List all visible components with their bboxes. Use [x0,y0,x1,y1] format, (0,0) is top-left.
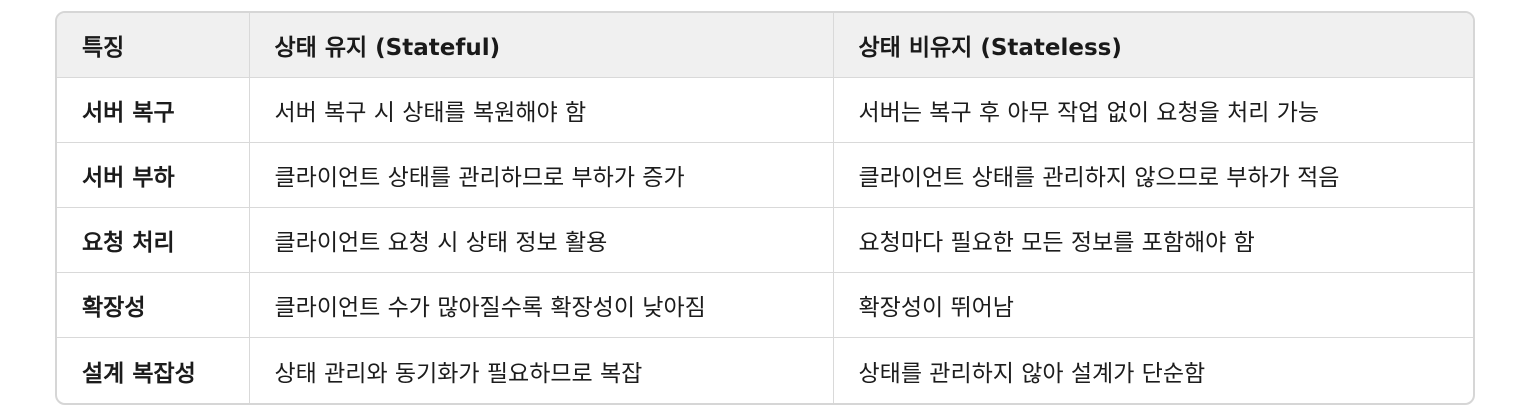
table-row: 서버 복구 서버 복구 시 상태를 복원해야 함 서버는 복구 후 아무 작업 … [57,77,1473,143]
row-feature-cell: 서버 복구 [57,77,250,143]
header-feature: 특징 [57,13,250,78]
row-stateful-cell: 상태 관리와 동기화가 필요하므로 복잡 [249,337,834,403]
header-stateless: 상태 비유지 (Stateless) [833,13,1473,78]
table-row: 확장성 클라이언트 수가 많아질수록 확장성이 낮아짐 확장성이 뛰어남 [57,272,1473,339]
row-feature-cell: 요청 처리 [57,207,250,274]
row-stateful-cell: 서버 복구 시 상태를 복원해야 함 [249,77,834,143]
row-stateless-cell: 확장성이 뛰어남 [833,272,1473,339]
table-row: 서버 부하 클라이언트 상태를 관리하므로 부하가 증가 클라이언트 상태를 관… [57,142,1473,208]
table-row: 설계 복잡성 상태 관리와 동기화가 필요하므로 복잡 상태를 관리하지 않아 … [57,337,1473,403]
row-stateless-cell: 서버는 복구 후 아무 작업 없이 요청을 처리 가능 [833,77,1473,143]
row-feature-cell: 설계 복잡성 [57,337,250,403]
table-header: 특징 상태 유지 (Stateful) 상태 비유지 (Stateless) [57,13,1473,78]
header-row: 특징 상태 유지 (Stateful) 상태 비유지 (Stateless) [57,13,1473,78]
row-stateless-cell: 요청마다 필요한 모든 정보를 포함해야 함 [833,207,1473,274]
row-stateless-cell: 상태를 관리하지 않아 설계가 단순함 [858,360,1206,387]
row-feature-cell: 확장성 [57,272,250,339]
row-stateful-cell: 클라이언트 상태를 관리하므로 부하가 증가 [249,142,834,208]
comparison-table: 특징 상태 유지 (Stateful) 상태 비유지 (Stateless) 서… [57,13,1473,403]
row-stateful-cell: 클라이언트 요청 시 상태 정보 활용 [249,207,834,274]
table-body: 서버 복구 서버 복구 시 상태를 복원해야 함 서버는 복구 후 아무 작업 … [57,77,1473,403]
comparison-table-container: 특징 상태 유지 (Stateful) 상태 비유지 (Stateless) 서… [55,11,1475,405]
header-stateful: 상태 유지 (Stateful) [249,13,834,78]
row-stateful-cell: 클라이언트 수가 많아질수록 확장성이 낮아짐 [249,272,834,339]
table-row: 요청 처리 클라이언트 요청 시 상태 정보 활용 요청마다 필요한 모든 정보… [57,207,1473,274]
row-feature-cell: 서버 부하 [57,142,250,208]
row-stateless-cell: 클라이언트 상태를 관리하지 않으므로 부하가 적음 [833,142,1473,208]
